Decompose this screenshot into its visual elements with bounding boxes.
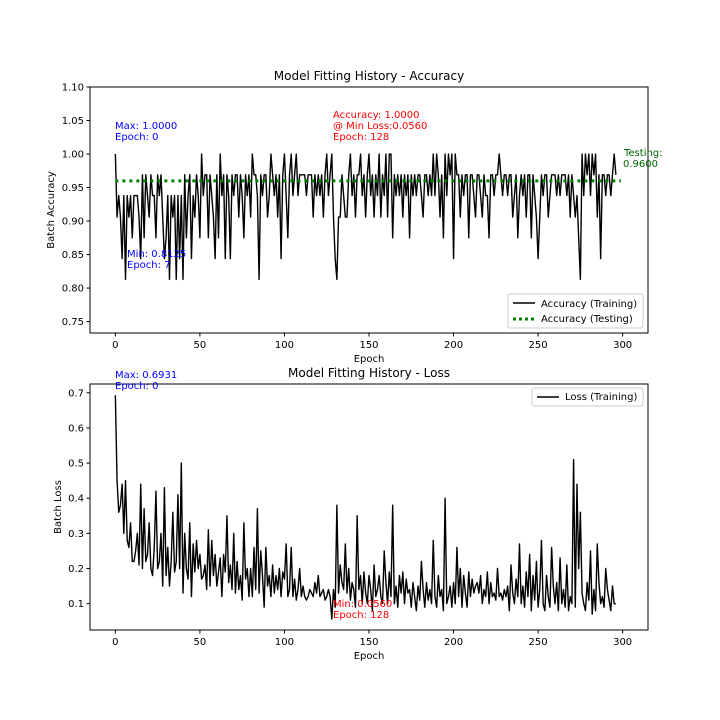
- accuracy-y-tick-label: 0.75: [62, 317, 84, 328]
- loss-legend: Loss (Training): [531, 387, 644, 407]
- legend-label-loss-training: Loss (Training): [565, 392, 637, 403]
- accuracy-legend: Accuracy (Training) Accuracy (Testing): [507, 293, 644, 329]
- loss-x-axis-label: Epoch: [354, 651, 385, 662]
- accuracy-y-ticks: 0.75 0.80 0.85 0.90 0.95 1.00 1.05 1.10: [62, 83, 90, 328]
- accuracy-chart-title: Model Fitting History - Accuracy: [274, 69, 464, 83]
- loss-x-tick-label: 300: [613, 637, 632, 648]
- loss-chart-title: Model Fitting History - Loss: [288, 366, 450, 380]
- accuracy-legend-box: [507, 293, 644, 329]
- loss-legend-box: [531, 387, 644, 407]
- accuracy-chart: Model Fitting History - Accuracy Epoch B…: [46, 69, 666, 365]
- accuracy-y-tick-label: 0.80: [62, 284, 84, 295]
- loss-y-axis-label: Batch Loss: [53, 480, 64, 534]
- accuracy-y-axis-label: Batch Accuracy: [46, 171, 57, 249]
- accuracy-x-tick-label: 100: [275, 340, 294, 351]
- testing-accuracy-annotation: Testing: 0.9600: [623, 148, 666, 170]
- accuracy-min-annotation-line-2: Epoch: 7: [127, 260, 171, 271]
- accuracy-plot-frame: [89, 86, 649, 334]
- loss-plot-frame: [89, 383, 649, 631]
- loss-series-group: [114, 395, 616, 620]
- loss-x-tick-label: 0: [112, 637, 118, 648]
- accuracy-min-annotation: Min: 0.8125 Epoch: 7: [127, 249, 189, 271]
- accuracy-max-annotation-line-1: Max: 1.0000: [115, 121, 177, 132]
- loss-y-tick-label: 0.4: [68, 494, 84, 505]
- accuracy-x-tick-label: 250: [529, 340, 548, 351]
- loss-max-annotation-line-2: Epoch: 0: [115, 381, 159, 392]
- accuracy-y-tick-label: 0.90: [62, 217, 84, 228]
- loss-y-tick-label: 0.6: [68, 423, 84, 434]
- loss-y-tick-label: 0.2: [68, 564, 84, 575]
- testing-accuracy-annotation-line-2: 0.9600: [623, 159, 658, 170]
- accuracy-y-tick-label: 0.85: [62, 250, 84, 261]
- testing-accuracy-annotation-line-1: Testing:: [623, 148, 663, 159]
- accuracy-at-min-loss-annotation: Accuracy: 1.0000 @ Min Loss:0.0560 Epoch…: [333, 110, 431, 143]
- loss-y-tick-label: 0.1: [68, 599, 84, 610]
- accuracy-x-ticks: 0 50 100 150 200 250 300: [112, 333, 632, 351]
- loss-max-annotation-line-1: Max: 0.6931: [115, 370, 177, 381]
- loss-min-annotation-line-1: Min: 0.0560: [333, 599, 392, 610]
- accuracy-min-annotation-line-1: Min: 0.8125: [127, 249, 186, 260]
- accuracy-y-tick-label: 0.95: [62, 183, 84, 194]
- loss-x-ticks: 0 50 100 150 200 250 300: [112, 630, 632, 648]
- accuracy-x-tick-label: 150: [359, 340, 378, 351]
- loss-x-tick-label: 200: [444, 637, 463, 648]
- accuracy-series-training-line: [114, 153, 617, 281]
- loss-x-tick-label: 250: [529, 637, 548, 648]
- accuracy-at-min-loss-line-1: Accuracy: 1.0000: [333, 110, 419, 121]
- legend-label-accuracy-training: Accuracy (Training): [541, 299, 637, 310]
- accuracy-x-tick-label: 50: [194, 340, 207, 351]
- loss-x-tick-label: 150: [359, 637, 378, 648]
- loss-y-tick-label: 0.3: [68, 529, 84, 540]
- loss-y-tick-label: 0.7: [68, 388, 84, 399]
- loss-x-tick-label: 100: [275, 637, 294, 648]
- accuracy-at-min-loss-line-2: @ Min Loss:0.0560: [333, 121, 427, 132]
- accuracy-max-annotation-line-2: Epoch: 0: [115, 132, 159, 143]
- accuracy-series-group: [114, 153, 621, 281]
- legend-label-accuracy-testing: Accuracy (Testing): [541, 314, 633, 325]
- loss-chart: Model Fitting History - Loss Epoch Batch…: [53, 366, 649, 662]
- loss-y-tick-label: 0.5: [68, 459, 84, 470]
- loss-y-ticks: 0.1 0.2 0.3 0.4 0.5 0.6 0.7: [68, 388, 90, 610]
- accuracy-at-min-loss-line-3: Epoch: 128: [333, 132, 389, 143]
- loss-max-annotation: Max: 0.6931 Epoch: 0: [115, 370, 180, 392]
- accuracy-x-tick-label: 200: [444, 340, 463, 351]
- accuracy-y-tick-label: 1.00: [62, 150, 84, 161]
- loss-min-annotation: Min: 0.0560 Epoch: 128: [333, 599, 395, 621]
- accuracy-x-axis-label: Epoch: [354, 354, 385, 365]
- accuracy-x-tick-label: 300: [613, 340, 632, 351]
- accuracy-y-tick-label: 1.10: [62, 83, 84, 94]
- accuracy-max-annotation: Max: 1.0000 Epoch: 0: [115, 121, 180, 143]
- accuracy-x-tick-label: 0: [112, 340, 118, 351]
- loss-series-training-line: [114, 395, 616, 620]
- accuracy-y-tick-label: 1.05: [62, 116, 84, 127]
- loss-x-tick-label: 50: [194, 637, 207, 648]
- loss-min-annotation-line-2: Epoch: 128: [333, 610, 389, 621]
